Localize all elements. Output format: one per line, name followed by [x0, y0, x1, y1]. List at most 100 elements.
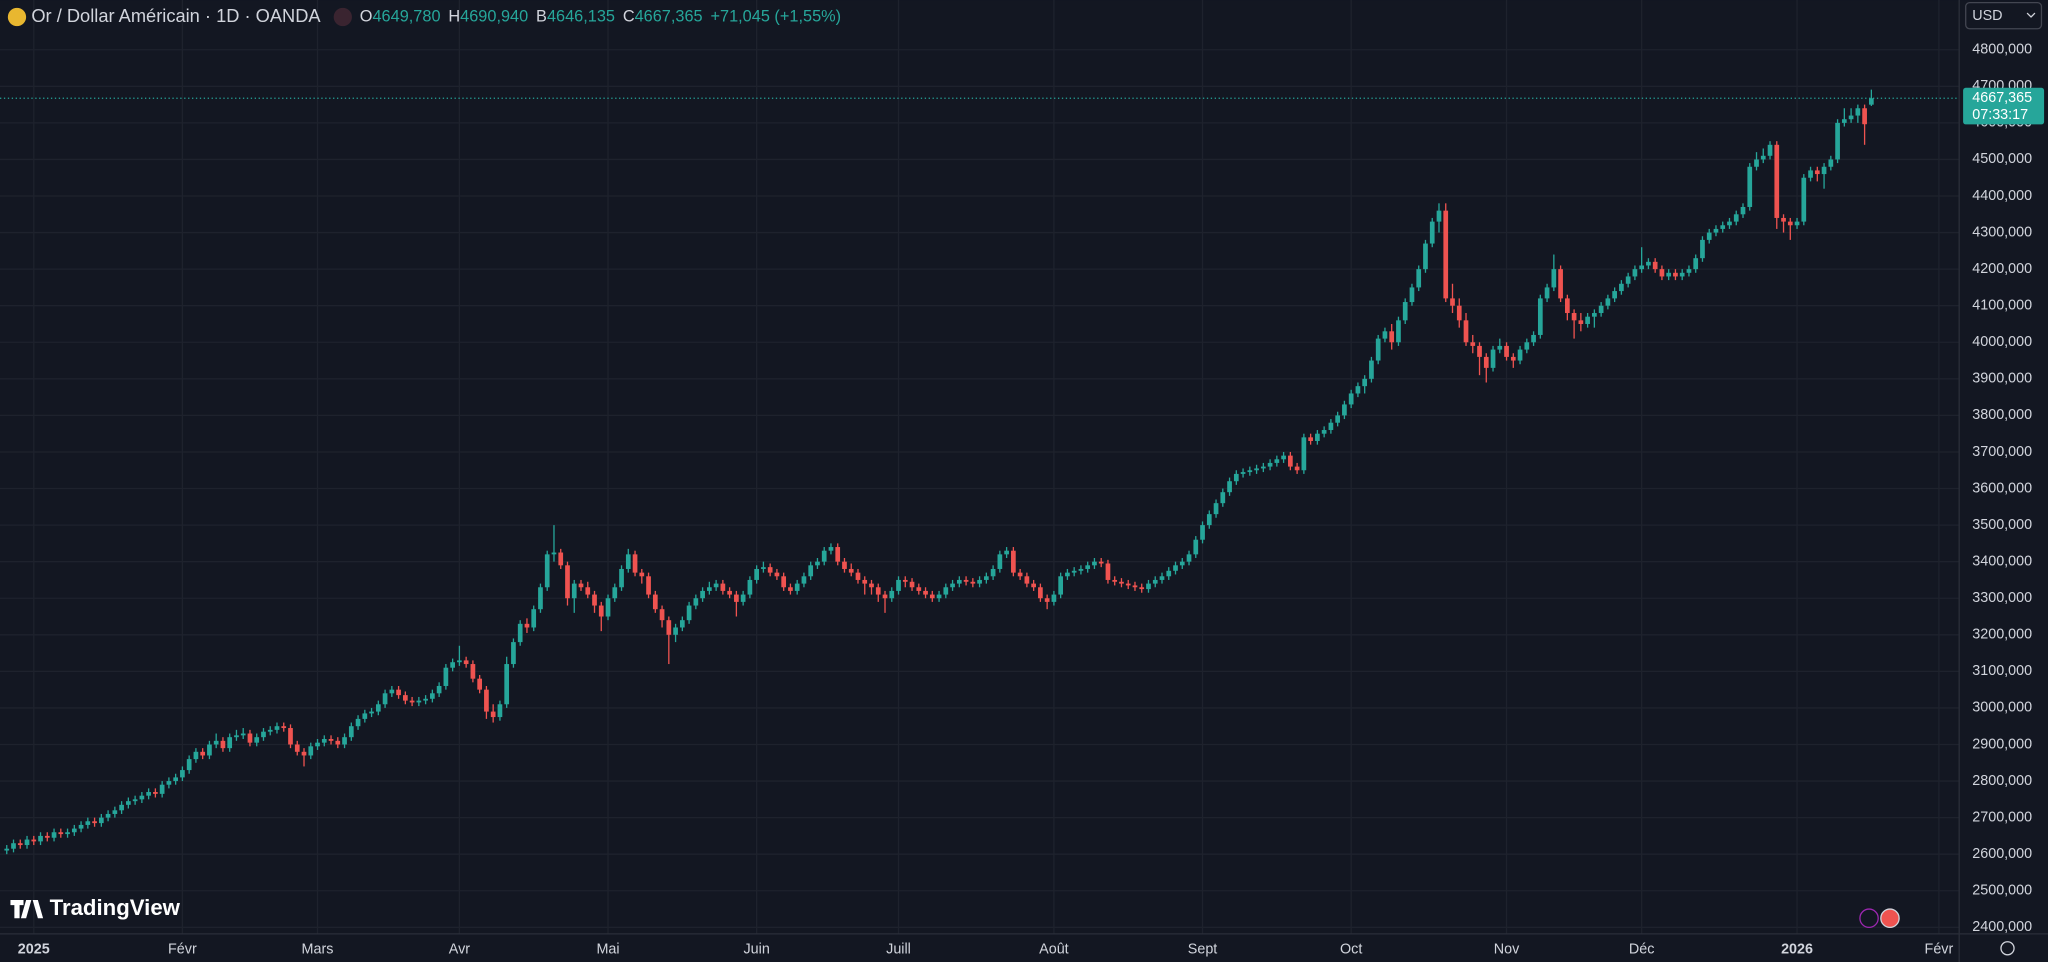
candle-body — [369, 711, 374, 714]
settings-icon[interactable] — [2000, 941, 2015, 956]
candle-body — [740, 594, 746, 602]
candle-body — [1821, 166, 1827, 175]
candle-body — [1571, 313, 1577, 321]
candle-body — [1098, 561, 1104, 564]
candle-body — [1315, 433, 1320, 441]
candle-body — [1213, 503, 1219, 515]
candle-body — [1544, 287, 1550, 299]
candle-body — [1044, 598, 1050, 602]
ohlc-value: 4646,135 — [547, 7, 615, 25]
candle-body — [1443, 210, 1449, 299]
candle-body — [1436, 210, 1442, 222]
ohlc-key: C — [623, 7, 635, 25]
candle-body — [1078, 568, 1084, 571]
candle-body — [734, 594, 739, 602]
candle-body — [1456, 305, 1462, 321]
candle-body — [1119, 581, 1124, 584]
candle-body — [71, 828, 77, 833]
countdown-label: 07:33:17 — [1972, 107, 2028, 123]
candle-body — [207, 744, 212, 756]
y-tick-label: 3900,000 — [1972, 371, 2032, 387]
candle-body — [1152, 579, 1158, 584]
candle-body — [1058, 576, 1064, 595]
event-icon[interactable] — [1859, 908, 1879, 929]
x-tick-label: Mai — [596, 941, 619, 957]
candle-body — [855, 572, 861, 580]
candle-body — [774, 572, 780, 577]
candle-body — [173, 777, 179, 782]
candle-body — [1031, 583, 1036, 588]
candle-body — [605, 598, 611, 617]
candle-body — [1490, 349, 1496, 368]
y-tick-label: 4300,000 — [1972, 224, 2032, 240]
candle-body — [1423, 243, 1428, 270]
candle-body — [1085, 565, 1091, 569]
candle-body — [281, 726, 287, 729]
candle-body — [1193, 539, 1199, 555]
candle-body — [65, 832, 70, 835]
candle-body — [450, 662, 455, 668]
candle-body — [1416, 269, 1422, 288]
candle-body — [1686, 269, 1692, 273]
candle-body — [815, 561, 820, 566]
candle-body — [1537, 298, 1543, 335]
candle-body — [1659, 269, 1665, 277]
flag-icon[interactable] — [1880, 908, 1900, 929]
candle-body — [254, 737, 260, 743]
brand-logo: TradingView — [10, 895, 181, 920]
candle-body — [1409, 287, 1415, 303]
candle-body — [1578, 320, 1584, 324]
brand-mark — [10, 899, 44, 919]
candle-body — [416, 700, 422, 703]
candle-body — [1389, 331, 1395, 343]
x-tick-label: 2025 — [18, 941, 50, 957]
candle-body — [105, 813, 111, 818]
candle-body — [531, 609, 537, 628]
candle-body — [1814, 170, 1820, 175]
y-tick-label: 3200,000 — [1972, 627, 2032, 643]
candle-body — [1652, 261, 1658, 270]
candle-body — [652, 594, 658, 610]
ohlc-key: H — [448, 7, 460, 25]
y-tick-label: 2800,000 — [1972, 773, 2032, 789]
candle-body — [713, 583, 719, 588]
change-label: +71,045 (+1,55%) — [710, 7, 841, 25]
candle-body — [1267, 462, 1273, 467]
candle-body — [1065, 572, 1070, 577]
candle-body — [98, 817, 104, 824]
candle-body — [247, 733, 253, 743]
candle-body — [92, 821, 97, 824]
x-tick-label: Juin — [743, 941, 769, 957]
candle-body — [1767, 144, 1773, 156]
candle-body — [1206, 514, 1212, 526]
x-tick-label: Févr — [168, 941, 197, 957]
market-status-icon — [333, 7, 352, 27]
candle-body — [720, 583, 726, 591]
candle-body — [1612, 291, 1617, 299]
candle-body — [85, 821, 91, 825]
y-tick-label: 4200,000 — [1972, 261, 2032, 277]
candle-body — [1092, 561, 1097, 566]
candle-body — [1429, 221, 1435, 244]
candle-body — [423, 698, 428, 701]
y-tick-label: 3500,000 — [1972, 517, 2032, 533]
candle-body — [294, 744, 300, 752]
candle-body — [592, 594, 597, 606]
candle-body — [240, 733, 246, 736]
candle-body — [1774, 144, 1780, 218]
candle-body — [126, 801, 131, 805]
x-tick-label: Déc — [1629, 941, 1655, 957]
candle-body — [1619, 283, 1624, 292]
candle-body — [1808, 170, 1813, 178]
candle-body — [1173, 565, 1178, 571]
x-tick-label: Mars — [302, 941, 334, 957]
y-tick-label: 4800,000 — [1972, 42, 2032, 58]
candle-body — [1369, 360, 1374, 379]
candle-body — [1646, 261, 1651, 266]
candle-body — [375, 704, 381, 712]
currency-select[interactable] — [1965, 1, 2043, 30]
candle-body — [956, 579, 962, 584]
candle-body — [598, 605, 604, 617]
